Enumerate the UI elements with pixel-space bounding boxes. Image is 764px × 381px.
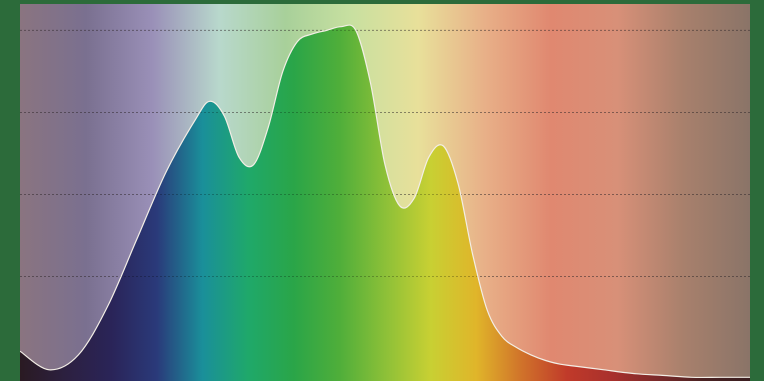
spectrum-curve <box>20 24 750 379</box>
spectrum-chart-svg <box>20 4 750 381</box>
spectrum-chart <box>20 4 750 381</box>
grid-lines-over-area <box>20 29 750 278</box>
